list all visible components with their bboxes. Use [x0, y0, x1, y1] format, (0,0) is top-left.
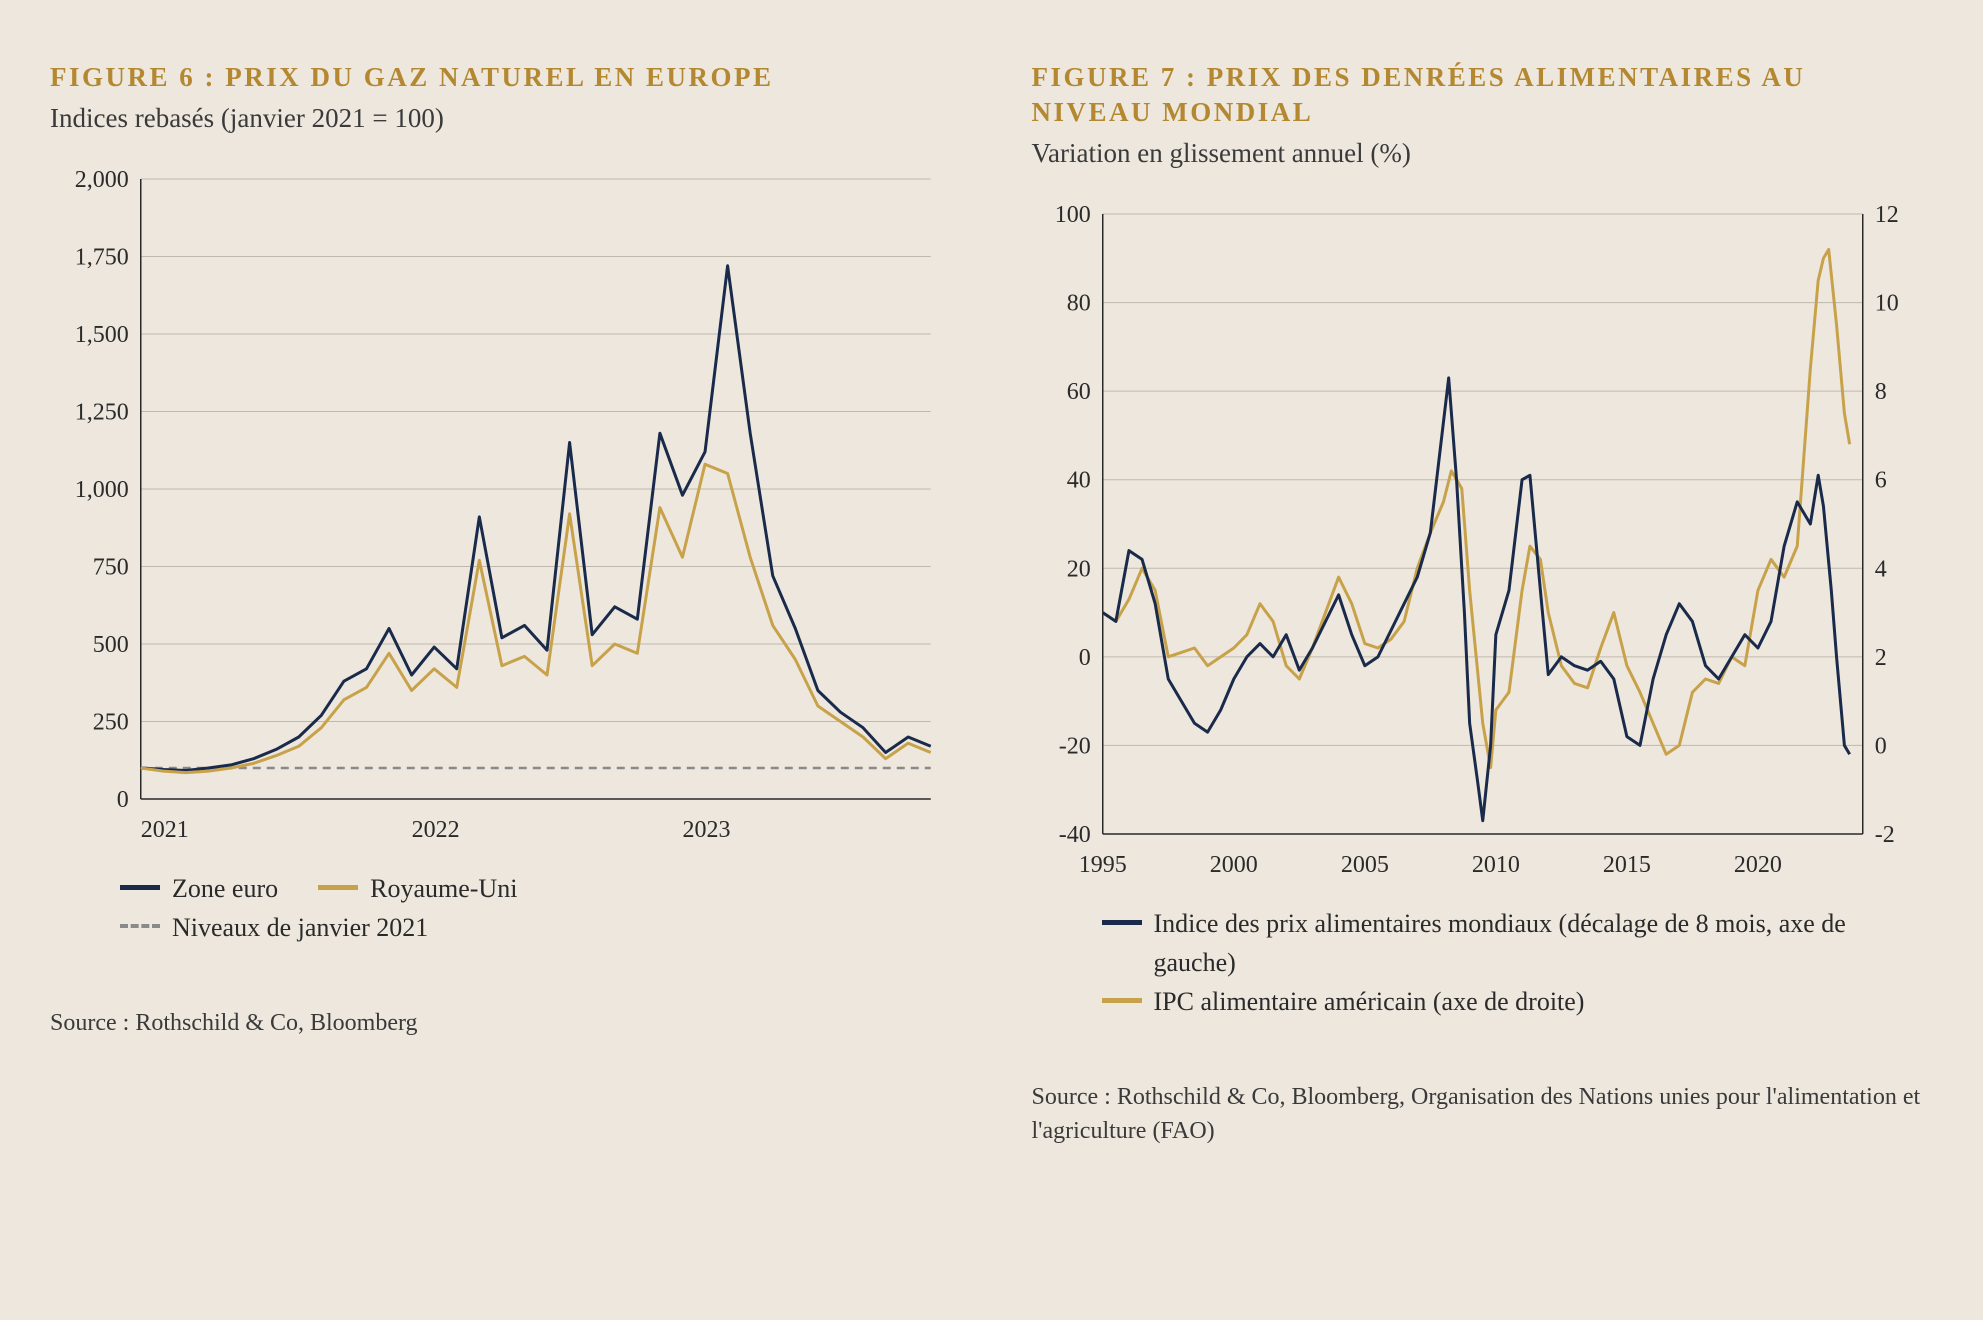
svg-text:40: 40: [1066, 468, 1090, 494]
legend-item-cpi: IPC alimentaire américain (axe de droite…: [1102, 982, 1934, 1021]
figure7-title: FIGURE 7 : PRIX DES DENRÉES ALIMENTAIRES…: [1032, 60, 1934, 130]
svg-text:4: 4: [1874, 556, 1886, 582]
legend-item-ref: Niveaux de janvier 2021: [120, 908, 428, 947]
svg-text:-20: -20: [1058, 734, 1090, 760]
figure6-subtitle: Indices rebasés (janvier 2021 = 100): [50, 103, 952, 134]
svg-text:80: 80: [1066, 291, 1090, 317]
legend-swatch: [1102, 920, 1142, 925]
svg-text:500: 500: [93, 632, 129, 658]
svg-text:-40: -40: [1058, 822, 1090, 848]
svg-text:-2: -2: [1874, 822, 1894, 848]
svg-text:250: 250: [93, 710, 129, 736]
svg-text:10: 10: [1874, 291, 1898, 317]
legend-item-euro: Zone euro: [120, 869, 278, 908]
svg-text:60: 60: [1066, 379, 1090, 405]
svg-text:0: 0: [117, 787, 129, 813]
figure7-panel: FIGURE 7 : PRIX DES DENRÉES ALIMENTAIRES…: [1032, 60, 1934, 1148]
figure6-legend: Zone euro Royaume-Uni Niveaux de janvier…: [50, 869, 952, 947]
legend-item-fao: Indice des prix alimentaires mondiaux (d…: [1102, 904, 1934, 982]
svg-text:1,250: 1,250: [75, 400, 129, 426]
figure7-source: Source : Rothschild & Co, Bloomberg, Org…: [1032, 1081, 1934, 1148]
svg-text:2021: 2021: [141, 817, 189, 843]
svg-text:2015: 2015: [1602, 852, 1650, 878]
figure6-source: Source : Rothschild & Co, Bloomberg: [50, 1007, 952, 1041]
svg-text:1,500: 1,500: [75, 322, 129, 348]
figure7-subtitle: Variation en glissement annuel (%): [1032, 138, 1934, 169]
svg-text:2020: 2020: [1733, 852, 1781, 878]
svg-text:2005: 2005: [1340, 852, 1388, 878]
svg-text:6: 6: [1874, 468, 1886, 494]
svg-text:2010: 2010: [1471, 852, 1519, 878]
legend-swatch: [1102, 998, 1142, 1003]
svg-text:2: 2: [1874, 645, 1886, 671]
svg-text:1995: 1995: [1078, 852, 1126, 878]
svg-text:2,000: 2,000: [75, 169, 129, 193]
figure6-svg: 0 250 500 750 1,000 1,250 1,500 1,750 2,000 2021 2…: [50, 169, 952, 849]
figure7-svg: -40 -2 -20 0 0 2 20 4 40 6 60 8 80 10 100 12 1995 2000 200…: [1032, 204, 1934, 884]
svg-text:2023: 2023: [682, 817, 730, 843]
svg-text:2022: 2022: [412, 817, 460, 843]
svg-text:12: 12: [1874, 204, 1898, 228]
figure6-title: FIGURE 6 : PRIX DU GAZ NATUREL EN EUROPE: [50, 60, 952, 95]
legend-item-uk: Royaume-Uni: [318, 869, 517, 908]
svg-text:1,000: 1,000: [75, 477, 129, 503]
legend-swatch: [318, 885, 358, 890]
svg-text:750: 750: [93, 555, 129, 581]
svg-text:8: 8: [1874, 379, 1886, 405]
legend-swatch: [120, 885, 160, 890]
svg-text:100: 100: [1054, 204, 1090, 228]
svg-text:20: 20: [1066, 556, 1090, 582]
charts-container: FIGURE 6 : PRIX DU GAZ NATUREL EN EUROPE…: [50, 60, 1933, 1148]
svg-text:1,750: 1,750: [75, 245, 129, 271]
svg-text:2000: 2000: [1209, 852, 1257, 878]
figure6-chart: 0 250 500 750 1,000 1,250 1,500 1,750 2,000 2021 2…: [50, 169, 952, 849]
figure7-chart: -40 -2 -20 0 0 2 20 4 40 6 60 8 80 10 100 12 1995 2000 200…: [1032, 204, 1934, 884]
legend-swatch: [120, 924, 160, 928]
figure7-legend: Indice des prix alimentaires mondiaux (d…: [1032, 904, 1934, 1021]
figure6-panel: FIGURE 6 : PRIX DU GAZ NATUREL EN EUROPE…: [50, 60, 952, 1148]
svg-text:0: 0: [1874, 734, 1886, 760]
svg-text:0: 0: [1078, 645, 1090, 671]
